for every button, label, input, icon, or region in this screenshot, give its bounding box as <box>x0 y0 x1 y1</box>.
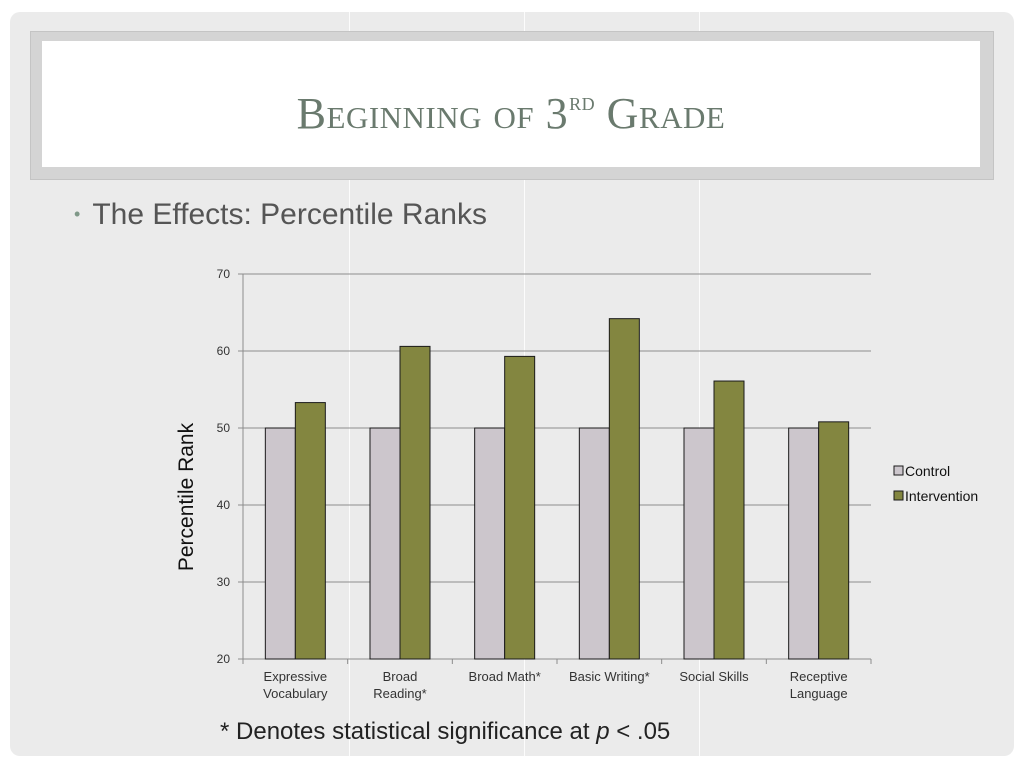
bullet-text: The Effects: Percentile Ranks <box>92 198 487 231</box>
x-tick-label: Broad <box>383 669 418 684</box>
legend-label: Control <box>905 463 950 479</box>
title-end: Grade <box>595 89 726 138</box>
bar-intervention <box>294 402 326 660</box>
bar-intervention <box>504 355 536 660</box>
bar-intervention <box>608 318 640 660</box>
x-tick-label: Reading* <box>373 686 427 701</box>
x-tick-label: Expressive <box>264 669 328 684</box>
bar-control <box>369 427 401 660</box>
x-tick-label: Language <box>790 686 848 701</box>
footnote-after: < .05 <box>609 718 671 745</box>
legend-label: Intervention <box>905 488 978 504</box>
y-tick-label: 20 <box>217 652 231 666</box>
x-tick-label: Receptive <box>790 669 848 684</box>
bar-intervention <box>818 421 850 660</box>
footnote-before: * Denotes statistical significance at <box>220 718 597 745</box>
background-stripe <box>699 0 700 768</box>
footnote: * Denotes statistical significance at p … <box>220 716 670 748</box>
title-main: Beginning of 3 <box>296 89 569 138</box>
bar-control <box>474 427 506 660</box>
y-tick-label: 40 <box>217 498 231 512</box>
slide-title: Beginning of 3rd Grade <box>42 76 980 140</box>
y-tick-label: 50 <box>217 421 231 435</box>
bullet-item: • The Effects: Percentile Ranks <box>74 196 487 232</box>
background-stripe <box>349 0 350 768</box>
bar-intervention <box>713 380 745 660</box>
x-tick-label: Social Skills <box>679 669 749 684</box>
x-tick-label: Broad Math* <box>469 669 541 684</box>
title-box <box>42 41 980 167</box>
legend-swatch <box>893 465 904 476</box>
x-tick-label: Vocabulary <box>263 686 328 701</box>
bullet-dot-icon: • <box>74 204 81 224</box>
bar-intervention <box>399 345 431 660</box>
y-tick-label: 30 <box>217 575 231 589</box>
bar-control <box>264 427 296 660</box>
footnote-italic: p <box>596 718 610 745</box>
bar-control <box>788 427 820 660</box>
bar-control <box>578 427 610 660</box>
y-axis-title: Percentile Rank <box>175 422 198 571</box>
y-tick-label: 60 <box>217 344 231 358</box>
title-superscript: rd <box>569 87 596 116</box>
legend-swatch <box>893 490 904 501</box>
bar-control <box>683 427 715 660</box>
y-tick-label: 70 <box>217 267 231 281</box>
x-tick-label: Basic Writing* <box>569 669 650 684</box>
